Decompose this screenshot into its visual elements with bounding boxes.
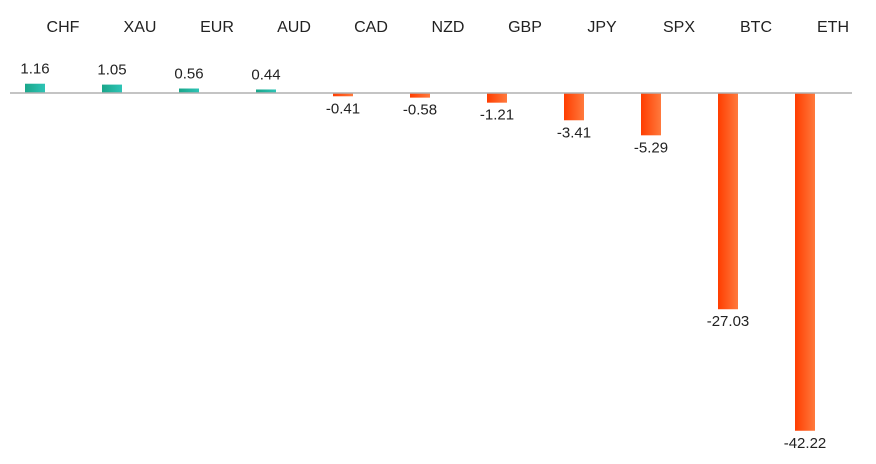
value-label-nzd: -0.58 [403,102,437,119]
category-label-nzd: NZD [432,19,465,36]
value-label-xau: 1.05 [97,62,126,79]
value-label-btc: -27.03 [707,313,750,330]
category-label-jpy: JPY [587,19,617,36]
value-label-eur: 0.56 [174,66,203,83]
category-label-gbp: GBP [508,19,542,36]
value-label-jpy: -3.41 [557,124,591,141]
bar-xau [102,84,122,93]
bar-gbp [487,93,507,103]
bar-eur [179,88,199,93]
bar-cad [333,93,353,97]
category-label-eth: ETH [817,19,849,36]
value-label-gbp: -1.21 [480,107,514,124]
value-label-cad: -0.41 [326,100,360,117]
bar-jpy [564,93,584,121]
category-label-xau: XAU [124,19,157,36]
category-label-chf: CHF [47,19,80,36]
category-label-eur: EUR [200,19,234,36]
category-label-btc: BTC [740,19,772,36]
category-label-aud: AUD [277,19,311,36]
category-labels: CHF XAU EUR AUD CAD NZD GBP JPY SPX BTC ETH [47,19,849,36]
value-label-aud: 0.44 [251,66,280,83]
bar-aud [256,89,276,93]
value-label-eth: -42.22 [784,435,827,452]
value-label-spx: -5.29 [634,139,668,156]
bar-eth [795,93,815,431]
bar-btc [718,93,738,310]
category-label-spx: SPX [663,19,695,36]
bar-spx [641,93,661,136]
bars-group [25,83,815,431]
category-label-cad: CAD [354,19,388,36]
bar-nzd [410,93,430,98]
value-label-chf: 1.16 [20,61,49,78]
value-labels: 1.16 1.05 0.56 0.44 -0.41 -0.58 -1.21 -3.41 -5.2… [20,61,826,452]
bar-chf [25,83,45,93]
